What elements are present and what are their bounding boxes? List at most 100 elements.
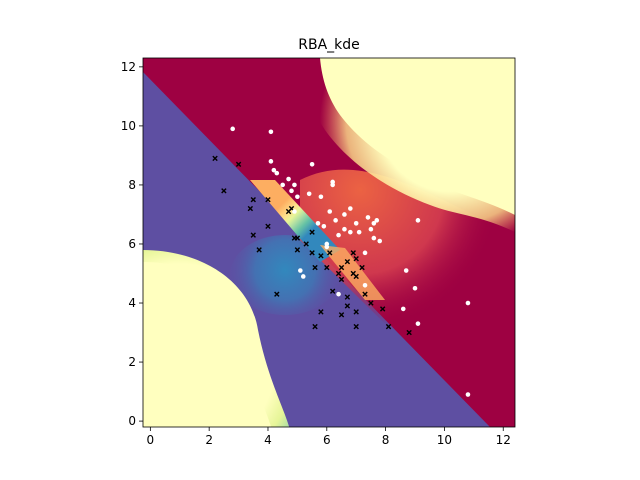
x-marker-point [329,288,336,294]
circle-marker-point [321,223,327,229]
x-marker-point [406,329,412,336]
circle-marker-point [353,221,359,226]
x-marker-point [368,300,374,306]
x-marker-point [312,323,318,330]
circle-marker-point [348,206,353,211]
circle-marker-point [306,191,312,197]
y-tick-label: 2 [128,355,136,369]
circle-marker-point [295,194,300,200]
x-tick-label: 8 [382,433,390,447]
y-tick-label: 10 [121,119,136,133]
circle-marker-point [342,226,347,232]
x-marker-point [250,197,256,203]
circle-marker-point [274,170,280,176]
x-marker-point [212,155,218,162]
x-tick-label: 12 [496,433,511,447]
x-marker-point [312,264,318,271]
x-marker-point [324,264,330,271]
x-marker-point [335,270,342,277]
lower-region-shapes [143,235,340,427]
circle-marker-point [374,218,380,223]
x-tick-label: 6 [323,433,331,447]
circle-marker-point [377,238,383,244]
plot-frame [142,57,516,428]
y-tick-label: 0 [128,414,136,428]
circle-marker-point [365,215,371,220]
x-marker-point [338,264,345,271]
x-marker-point [379,306,386,312]
x-marker-point [318,309,324,315]
y-tick-label: 12 [121,60,136,74]
circle-marker-point [336,232,341,238]
circle-marker-point [271,167,277,173]
x-axis: 0 2 4 6 8 10 12 [147,427,511,447]
x-marker-point [353,323,359,330]
circle-marker-point [268,159,274,164]
circle-marker-point [371,235,377,241]
circle-marker-point [292,209,297,214]
circle-marker-point [356,229,362,235]
circle-marker-point [465,392,471,397]
x-marker-point [344,258,351,265]
x-tick-label: 10 [437,433,452,447]
circle-marker-point [336,291,341,297]
x-marker-point [256,247,262,253]
x-marker-point [265,223,271,229]
circle-marker-point [327,209,333,214]
x-marker-point [250,232,256,238]
circle-marker-point [268,129,274,135]
circle-marker-point [412,285,418,291]
scatter-points [212,126,471,397]
circle-marker-point [465,300,471,306]
circle-marker-point [318,194,324,200]
y-tick-label: 4 [128,296,136,310]
x-marker-point [338,276,345,283]
circle-marker-point [342,212,347,217]
x-tick-label: 2 [205,433,213,447]
x-marker-point [338,312,345,318]
circle-marker-point [415,218,421,223]
circle-marker-point [315,221,321,226]
x-marker-point [274,291,280,297]
circle-marker-point [368,226,374,232]
x-marker-point [344,294,351,300]
circle-marker-point [362,250,368,256]
y-axis: 0 2 4 6 8 10 12 [121,60,143,428]
circle-marker-point [298,268,303,273]
circle-marker-point [333,218,338,223]
circle-marker-point [371,221,377,226]
x-tick-label: 4 [264,433,272,447]
x-marker-point [294,247,301,253]
x-marker-point [327,250,333,256]
circle-marker-point [292,182,297,188]
circle-marker-point [348,229,353,235]
x-marker-point [309,229,315,235]
y-tick-label: 8 [128,178,136,192]
decision-surface [143,58,515,427]
circle-marker-point [330,182,335,188]
x-marker-point [303,241,309,247]
circle-marker-point [309,161,315,167]
x-marker-point [353,309,359,315]
circle-marker-point [400,306,406,312]
x-marker-point [265,197,271,203]
circle-marker-point [324,244,330,250]
y-tick-label: 6 [128,237,136,251]
circle-marker-point [300,274,306,279]
x-marker-point [350,250,356,256]
circle-marker-point [403,268,409,273]
x-marker-point [294,235,301,241]
x-marker-point [353,273,359,280]
x-marker-point [344,303,351,309]
x-marker-point [247,205,254,212]
chart-title: RBA_kde [298,37,360,53]
x-marker-point [221,188,227,194]
circle-marker-point [289,188,294,194]
x-marker-point [385,323,392,330]
circle-marker-point [286,176,291,182]
circle-marker-point [280,182,285,188]
x-marker-point [235,161,242,167]
circle-marker-point [230,126,235,132]
x-tick-label: 0 [147,433,155,447]
